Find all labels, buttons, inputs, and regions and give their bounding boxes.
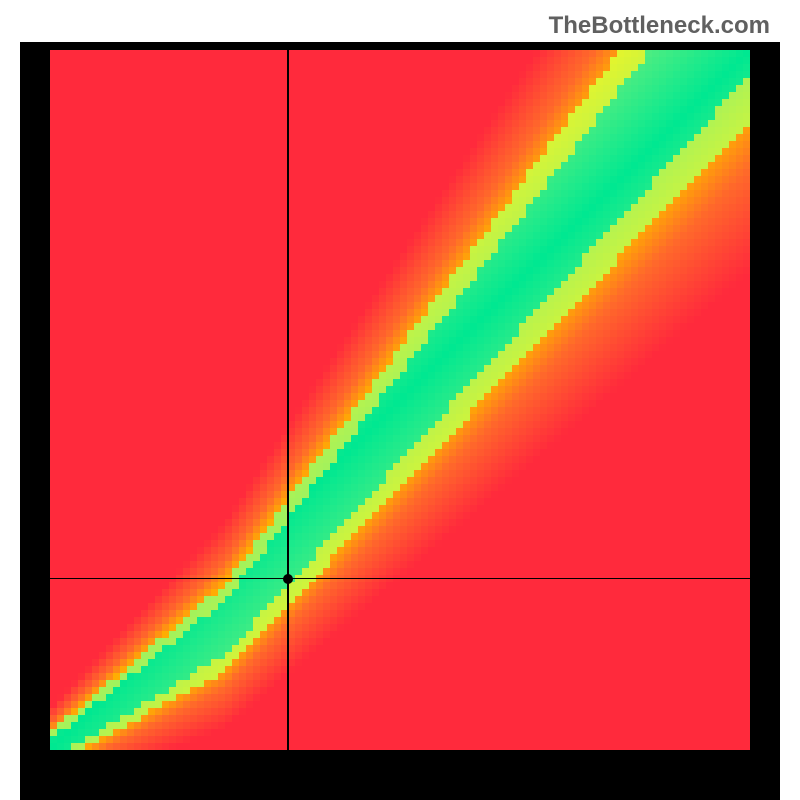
heatmap-canvas — [50, 50, 750, 750]
chart-container: TheBottleneck.com — [0, 0, 800, 800]
crosshair-vertical — [287, 50, 289, 750]
crosshair-dot — [283, 574, 293, 584]
watermark-text: TheBottleneck.com — [549, 12, 770, 40]
crosshair-horizontal — [50, 578, 750, 580]
